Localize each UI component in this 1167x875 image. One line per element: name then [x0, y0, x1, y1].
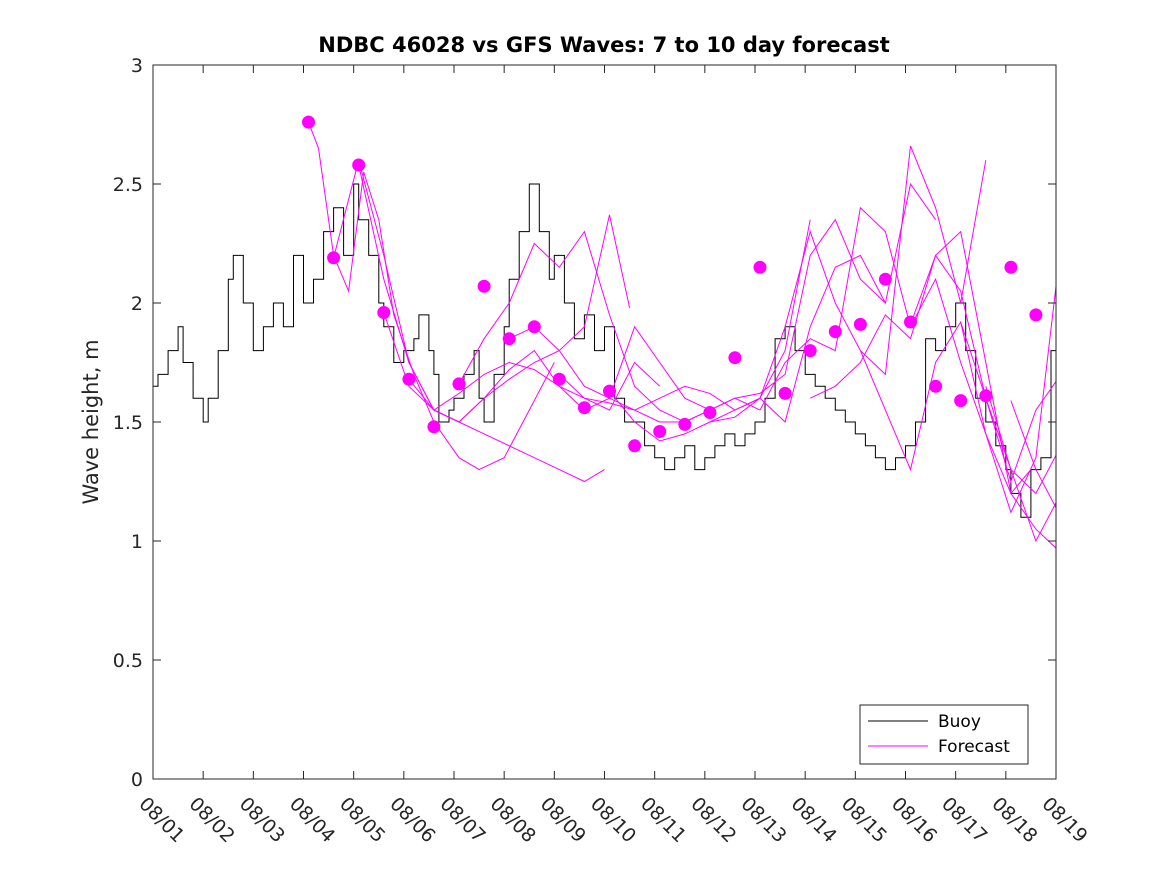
x-tick-label: 08/14	[787, 793, 841, 847]
forecast-marker	[904, 315, 917, 329]
buoy-line	[153, 183, 1056, 518]
y-tick-label: 1.5	[113, 412, 143, 434]
y-axis: 0 0.5 1 1.5 2 2.5 3	[113, 55, 1056, 791]
forecast-markers	[302, 115, 1043, 453]
forecast-marker	[929, 379, 943, 393]
forecast-marker	[327, 251, 341, 265]
x-tick-label: 08/06	[385, 793, 439, 847]
forecast-track-10	[709, 145, 987, 423]
y-tick-label: 3	[131, 55, 143, 77]
forecast-track-15	[960, 281, 1056, 514]
forecast-marker	[552, 372, 566, 386]
forecast-marker	[502, 332, 516, 346]
x-tick-label: 08/04	[285, 793, 339, 847]
forecast-track-2	[333, 158, 605, 483]
forecast-marker	[778, 386, 792, 400]
forecast-tracks	[308, 121, 1056, 549]
forecast-marker	[452, 377, 466, 391]
x-tick-label: 08/11	[636, 793, 690, 847]
forecast-track-11	[759, 206, 1032, 495]
forecast-marker	[427, 420, 441, 434]
forecast-marker	[477, 279, 491, 293]
forecast-marker	[753, 260, 767, 274]
x-tick-label: 08/05	[335, 793, 389, 847]
forecast-marker	[878, 272, 892, 286]
forecast-marker	[653, 425, 667, 438]
forecast-track-16	[985, 386, 1056, 543]
plot-background	[153, 65, 1056, 779]
x-tick-label: 08/09	[536, 793, 590, 847]
y-tick-label: 2.5	[113, 174, 143, 196]
x-tick-label: 08/10	[586, 793, 640, 847]
x-tick-label: 08/15	[837, 793, 891, 847]
forecast-marker	[577, 401, 591, 415]
forecast-marker	[728, 351, 742, 365]
x-tick-label: 08/13	[736, 793, 790, 847]
forecast-marker	[1029, 308, 1043, 322]
chart-title: NDBC 46028 vs GFS Waves: 7 to 10 day for…	[318, 33, 889, 57]
forecast-marker	[803, 344, 817, 358]
forecast-track-5	[408, 325, 711, 423]
legend: Buoy Forecast	[859, 704, 1029, 765]
x-tick-label: 08/16	[887, 793, 941, 847]
forecast-marker	[628, 439, 642, 453]
forecast-track-3	[358, 164, 631, 423]
forecast-marker	[603, 384, 616, 398]
forecast-marker	[828, 325, 842, 339]
x-tick-label: 08/03	[235, 793, 289, 847]
x-tick-label: 08/07	[435, 793, 489, 847]
y-axis-label: Wave height, m	[79, 339, 103, 504]
forecast-marker	[527, 320, 541, 334]
legend-box	[859, 704, 1029, 765]
buoy-series	[153, 183, 1056, 518]
legend-buoy-label: Buoy	[938, 712, 981, 732]
forecast-marker	[703, 406, 717, 419]
x-tick-label: 08/19	[1037, 793, 1091, 847]
forecast-track-17	[1010, 400, 1056, 509]
y-tick-label: 0.5	[113, 650, 143, 672]
y-tick-label: 2	[131, 293, 143, 315]
forecast-track-9	[609, 182, 937, 442]
x-tick-label: 08/12	[686, 793, 740, 847]
forecast-marker	[302, 115, 315, 129]
x-tick-label: 08/18	[987, 793, 1041, 847]
forecast-track-4	[383, 312, 661, 411]
legend-forecast-label: Forecast	[938, 737, 1010, 757]
y-tick-label: 0	[131, 769, 143, 791]
x-tick-label: 08/08	[486, 793, 540, 847]
forecast-marker	[979, 389, 993, 403]
forecast-marker	[853, 317, 867, 331]
x-tick-label: 08/02	[185, 793, 239, 847]
forecast-marker	[1004, 260, 1018, 274]
x-tick-label: 08/01	[134, 793, 188, 847]
y-tick-label: 1	[131, 531, 143, 553]
forecast-marker	[954, 394, 968, 408]
forecast-marker	[352, 158, 366, 172]
forecast-marker	[402, 372, 416, 386]
forecast-marker	[678, 417, 692, 431]
forecast-marker	[377, 306, 391, 319]
forecast-track-8	[558, 218, 886, 423]
x-tick-label: 08/17	[937, 793, 991, 847]
